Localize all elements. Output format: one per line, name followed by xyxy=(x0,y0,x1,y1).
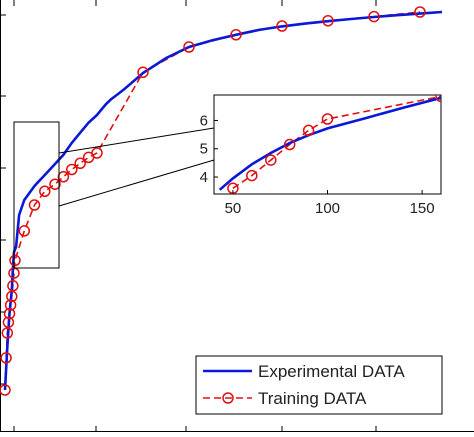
training-data-point xyxy=(0,352,12,364)
zoom-region-rect xyxy=(13,121,60,269)
training-data-point xyxy=(28,199,41,211)
training-data-point xyxy=(57,171,70,183)
training-data-point xyxy=(74,157,86,170)
training-data-point xyxy=(137,66,149,79)
training-data-point xyxy=(3,307,16,320)
training-data-point xyxy=(66,163,78,176)
zoom-connector-line-bottom xyxy=(58,159,215,207)
inset-training-data-point xyxy=(265,154,277,166)
training-data-point xyxy=(7,280,19,292)
inset-plot xyxy=(218,95,441,194)
training-data-point xyxy=(18,225,31,237)
legend-label-experimental-data: Experimental DATA xyxy=(258,362,405,381)
training-data-point xyxy=(39,185,51,198)
training-data-point xyxy=(414,6,426,18)
training-data-point xyxy=(4,299,17,311)
training-data-point xyxy=(1,327,14,339)
training-data-point xyxy=(0,384,11,396)
main-plot xyxy=(0,6,443,396)
series-line-training-data xyxy=(4,11,421,391)
inset-frame xyxy=(213,94,442,195)
training-data-point xyxy=(9,254,21,267)
training-data-point xyxy=(49,178,61,190)
inset-training-data-point xyxy=(302,124,315,137)
training-data-point xyxy=(183,41,195,53)
inset-x-tick-label: 100 xyxy=(315,200,340,217)
training-data-point xyxy=(276,20,288,32)
inset-series-line-experimental-data xyxy=(218,96,441,191)
inset-y-tick-label: 6 xyxy=(200,112,208,129)
zoom-box xyxy=(13,121,215,269)
training-data-point xyxy=(2,316,15,329)
inset-y-tick-label: 4 xyxy=(200,169,208,186)
legend-label-training-data: Training DATA xyxy=(258,389,367,408)
zoom-connector-line-top xyxy=(58,127,215,154)
inset-training-data-point xyxy=(246,169,258,182)
inset-training-data-point xyxy=(321,113,334,125)
training-data-point xyxy=(230,29,242,41)
inset-x-tick-label: 50 xyxy=(225,200,242,217)
training-data-point xyxy=(368,10,380,23)
inset-training-data-point xyxy=(283,138,296,151)
training-data-point xyxy=(322,15,334,27)
legend-marker-training-data xyxy=(222,392,234,404)
series-line-experimental-data xyxy=(3,10,443,391)
inset-y-tick-label: 5 xyxy=(200,141,208,158)
inset-training-data-point xyxy=(435,95,441,103)
legend-box xyxy=(195,355,443,415)
inset-chart: 50 100 150 4 5 6 xyxy=(200,94,442,217)
inset-x-tick-label: 150 xyxy=(410,200,435,217)
legend: Experimental DATA Training DATA xyxy=(195,355,443,415)
training-data-point xyxy=(91,147,103,159)
